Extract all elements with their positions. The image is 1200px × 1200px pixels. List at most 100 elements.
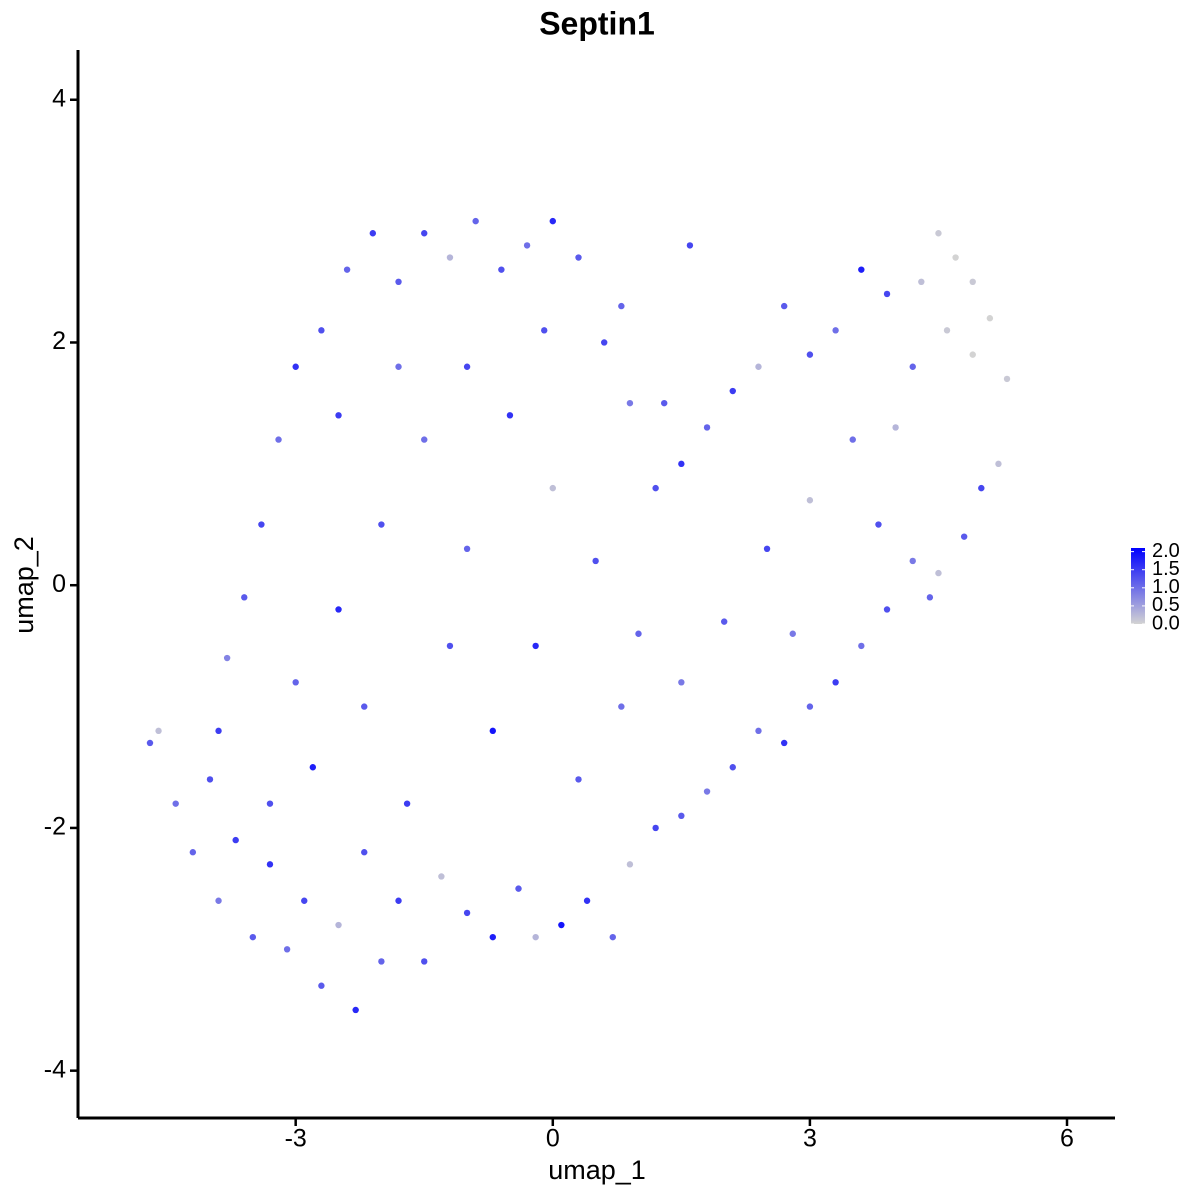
point — [266, 800, 274, 807]
colorbar-tick-label: 2.0 — [1152, 540, 1180, 562]
x-tick-label: -3 — [285, 1125, 307, 1153]
point — [421, 958, 428, 965]
point — [463, 909, 471, 917]
point — [618, 703, 625, 710]
point — [292, 679, 299, 686]
point — [935, 230, 942, 237]
point — [395, 278, 402, 286]
point — [883, 606, 891, 613]
point — [335, 412, 342, 419]
point — [489, 933, 496, 941]
point — [618, 302, 625, 310]
point — [720, 618, 728, 625]
point — [1003, 375, 1011, 383]
colorbar — [1131, 548, 1145, 624]
point — [446, 642, 454, 650]
point — [883, 290, 891, 298]
point — [678, 812, 685, 820]
point — [541, 327, 548, 334]
point — [283, 946, 291, 953]
point — [918, 278, 925, 286]
point — [421, 230, 428, 237]
point — [806, 497, 814, 504]
point — [789, 630, 796, 637]
point — [532, 642, 539, 650]
point — [575, 254, 582, 261]
point — [318, 982, 325, 989]
y-tick-label: -4 — [44, 1055, 66, 1083]
point — [806, 351, 814, 358]
point — [395, 363, 402, 370]
point — [780, 302, 788, 310]
point — [558, 921, 565, 929]
point — [421, 436, 428, 443]
point — [395, 897, 402, 904]
point — [438, 873, 445, 880]
colorbar-tick-label: 0.5 — [1152, 594, 1180, 616]
point — [755, 727, 762, 735]
point — [378, 521, 385, 528]
point — [832, 327, 839, 334]
point — [969, 278, 976, 286]
point — [463, 363, 471, 370]
point — [549, 217, 556, 225]
point — [249, 933, 257, 941]
y-tick-label: 0 — [52, 570, 66, 598]
point — [806, 703, 814, 710]
point — [729, 387, 736, 395]
point — [926, 594, 934, 601]
x-tick-label: 6 — [1060, 1125, 1074, 1153]
point — [849, 436, 856, 443]
point — [206, 776, 214, 783]
point — [241, 594, 248, 601]
point — [498, 266, 505, 273]
point — [960, 533, 968, 540]
point — [155, 727, 162, 735]
point — [318, 327, 325, 334]
point — [403, 800, 411, 807]
chart-title: Septin1 — [539, 5, 655, 41]
point — [875, 521, 882, 528]
y-tick-label: 2 — [52, 327, 66, 355]
point — [489, 727, 496, 735]
point — [532, 933, 539, 941]
point — [583, 897, 591, 904]
point — [755, 363, 762, 370]
point — [335, 921, 342, 929]
point — [626, 399, 634, 407]
y-axis-label: umap_2 — [9, 536, 39, 634]
point — [661, 399, 668, 407]
point — [309, 764, 317, 771]
colorbar-tick-label: 0.0 — [1152, 612, 1180, 634]
point — [378, 958, 385, 965]
point — [472, 217, 479, 225]
point — [943, 327, 951, 334]
point — [703, 788, 711, 795]
point — [832, 679, 839, 686]
point — [215, 727, 222, 735]
x-tick-label: 0 — [546, 1125, 560, 1153]
point — [909, 363, 916, 370]
point — [892, 424, 899, 431]
point — [146, 739, 154, 747]
point — [232, 836, 239, 844]
point — [686, 242, 694, 249]
x-tick-label: 3 — [803, 1125, 817, 1153]
point — [858, 266, 865, 273]
point — [292, 363, 299, 370]
point — [189, 849, 197, 856]
point — [223, 654, 231, 662]
point — [635, 630, 642, 637]
point — [609, 933, 616, 941]
colorbar-tick-label: 1.5 — [1152, 558, 1180, 580]
point — [275, 436, 282, 443]
point — [463, 545, 471, 553]
point — [258, 521, 265, 528]
point — [575, 776, 582, 783]
colorbar-tick-label: 1.0 — [1152, 576, 1180, 598]
point — [215, 897, 222, 904]
point — [549, 484, 556, 492]
point — [601, 339, 608, 346]
point — [729, 764, 736, 771]
point — [626, 861, 634, 868]
